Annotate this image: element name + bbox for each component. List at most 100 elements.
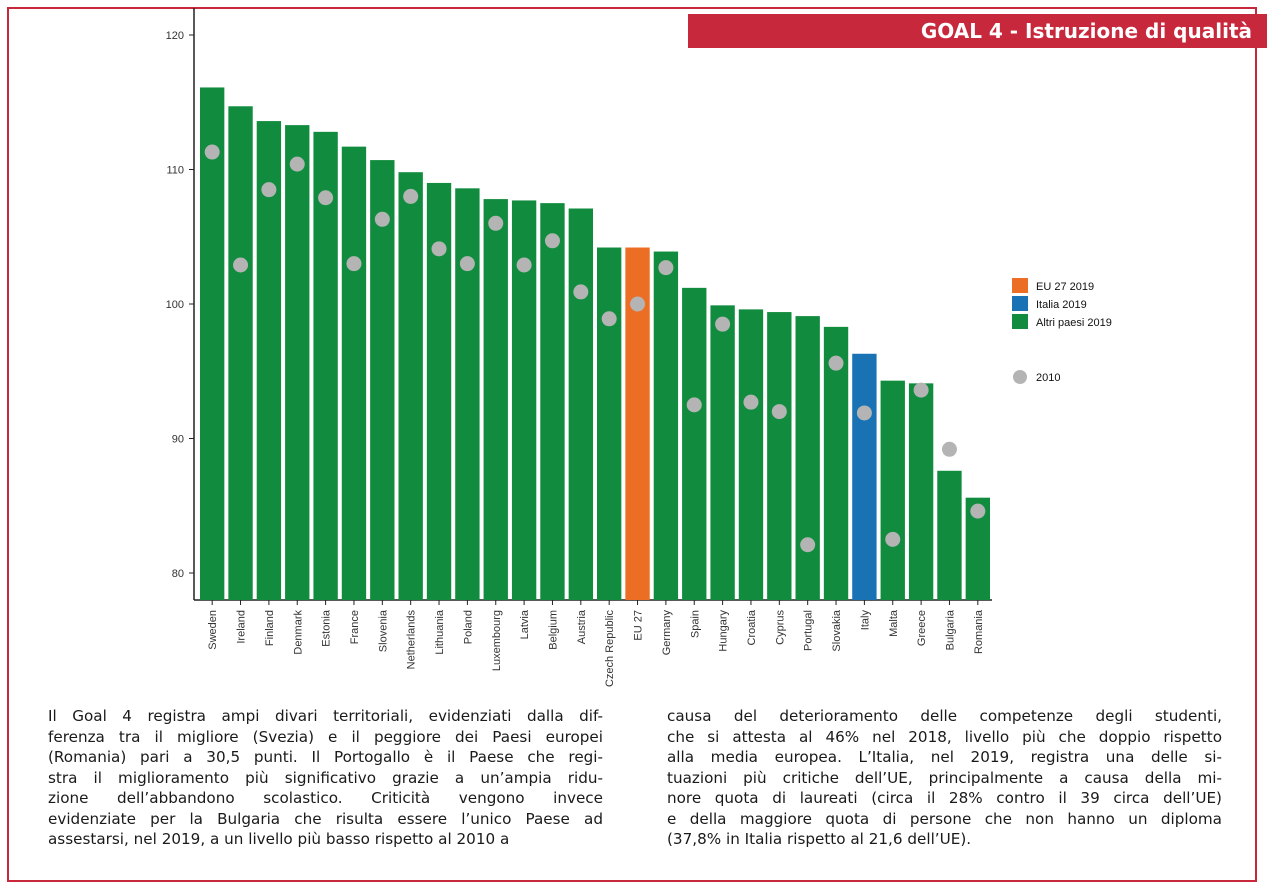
body-text-right-line: tuazioni più critiche dell’UE, principal… (667, 768, 1222, 787)
body-text-left-line: ferenza tra il migliore (Svezia) e il pe… (48, 727, 603, 746)
legend-label: Italia 2019 (1036, 299, 1087, 311)
point-2010-finland (261, 182, 277, 198)
legend-label: EU 27 2019 (1036, 281, 1094, 293)
x-tick-label: Bulgaria (944, 609, 956, 650)
x-tick-label: Italy (859, 610, 871, 631)
x-tick-label: Portugal (803, 610, 815, 651)
bar-chart: 80 90 100 110 120 Sweden Ireland Finland Denmark… (166, 8, 1112, 688)
bar-estonia (313, 131, 338, 600)
page-frame (7, 7, 1257, 882)
point-2010-ireland (233, 257, 249, 273)
body-text-left-line: (Romania) pari a 30,5 punti. Il Portogal… (48, 748, 603, 766)
bar-slovenia (370, 160, 395, 600)
x-tick-label: Germany (661, 610, 673, 656)
x-tick-label: Lithuania (434, 609, 446, 655)
point-2010-italy (856, 405, 872, 421)
y-tick-label: 120 (166, 30, 184, 42)
bar-bulgaria (937, 470, 962, 600)
x-tick-label: Latvia (519, 609, 531, 639)
bar-netherlands (398, 172, 423, 600)
body-text-right-line: (37,8% in Italia rispetto al 21,6 dell’U… (667, 830, 972, 848)
point-2010-malta (885, 531, 901, 547)
point-2010-eu-27 (630, 296, 646, 312)
x-tick-label: Croatia (746, 609, 758, 645)
body-text-right-line: nore quota di laureati (circa il 28% con… (667, 789, 1222, 807)
x-tick-label: Greece (916, 610, 928, 646)
point-2010-portugal (800, 537, 816, 553)
x-tick-label: Slovakia (831, 609, 843, 651)
bar-belgium (540, 203, 565, 600)
bar-denmark (285, 125, 310, 601)
y-tick-label: 100 (166, 299, 184, 311)
bar-italy (852, 353, 877, 600)
point-2010-estonia (318, 190, 334, 206)
point-2010-austria (573, 284, 589, 300)
point-2010-hungary (715, 316, 731, 332)
bar-austria (568, 208, 593, 600)
x-tick-label: Austria (576, 609, 588, 644)
bar-malta (880, 380, 905, 600)
y-tick-label: 90 (172, 434, 184, 446)
body-text-right-line: e della maggiore quota di persone che no… (667, 809, 1222, 828)
body-text-left-line: evidenziate per la Bulgaria che risulta … (48, 809, 603, 828)
body-text-right-line: che si attesta al 46% nel 2018, livello … (667, 727, 1222, 746)
x-tick-label: Romania (973, 609, 985, 654)
legend-dot-icon (1013, 370, 1027, 384)
x-tick-label: Denmark (292, 610, 304, 655)
bar-slovakia (823, 326, 849, 600)
goal-title-banner: GOAL 4 - Istruzione di qualità (688, 14, 1267, 48)
y-tick-label: 110 (166, 165, 184, 177)
point-2010-greece (913, 382, 929, 398)
legend-swatch (1012, 296, 1028, 311)
legend-swatch (1012, 314, 1028, 329)
bar-sweden (200, 87, 225, 600)
bar-greece (908, 383, 934, 600)
bar-croatia (738, 309, 764, 600)
point-2010-romania (970, 503, 986, 519)
point-2010-lithuania (431, 241, 447, 257)
bar-finland (256, 121, 282, 600)
point-2010-netherlands (403, 188, 419, 204)
body-text-left-line: assestarsi, nel 2019, a un livello più b… (48, 830, 510, 848)
bar-portugal (795, 316, 820, 600)
point-2010-poland (459, 256, 475, 272)
bar-czech-republic (597, 247, 622, 600)
bar-cyprus (767, 312, 792, 600)
x-tick-label: Belgium (547, 610, 559, 650)
x-tick-label: France (349, 610, 361, 644)
bar-hungary (710, 305, 735, 600)
body-text-left-column: Il Goal 4 registra ampi divari territori… (48, 706, 603, 850)
x-tick-label: Netherlands (406, 610, 418, 670)
x-tick-label: Estonia (321, 609, 333, 647)
x-tick-label: Malta (888, 609, 900, 637)
x-tick-label: Czech Republic (604, 610, 616, 688)
x-tick-label: Luxembourg (491, 610, 503, 671)
body-text-left-line: Il Goal 4 registra ampi divari territori… (48, 707, 603, 725)
x-tick-label: Slovenia (377, 609, 389, 652)
body-text-right-line: causa del deterioramento delle competenz… (667, 707, 1222, 725)
point-2010-sweden (204, 144, 220, 160)
bar-luxembourg (483, 199, 508, 600)
body-text-right-column: causa del deterioramento delle competenz… (667, 706, 1222, 850)
x-tick-label: Sweden (207, 610, 219, 650)
body-text-left-line: stra il miglioramento più significativo … (48, 768, 603, 787)
x-tick-label: Ireland (236, 610, 248, 644)
point-2010-croatia (743, 394, 759, 410)
point-2010-spain (686, 397, 702, 413)
bar-france (341, 146, 367, 600)
legend-label: 2010 (1036, 372, 1060, 384)
point-2010-luxembourg (488, 215, 504, 231)
bar-poland (455, 188, 480, 600)
point-2010-latvia (516, 257, 532, 273)
x-tick-label: Cyprus (774, 610, 786, 645)
point-2010-france (346, 256, 362, 272)
point-2010-cyprus (771, 404, 787, 420)
y-tick-label: 80 (172, 568, 184, 580)
x-tick-label: Finland (264, 610, 276, 646)
point-2010-slovenia (374, 211, 390, 227)
legend-swatch (1012, 278, 1028, 293)
point-2010-germany (658, 260, 674, 276)
body-text-right-line: alla media europea. L’Italia, nel 2019, … (667, 748, 1222, 766)
legend-label: Altri paesi 2019 (1036, 317, 1112, 329)
bar-spain (682, 287, 707, 600)
